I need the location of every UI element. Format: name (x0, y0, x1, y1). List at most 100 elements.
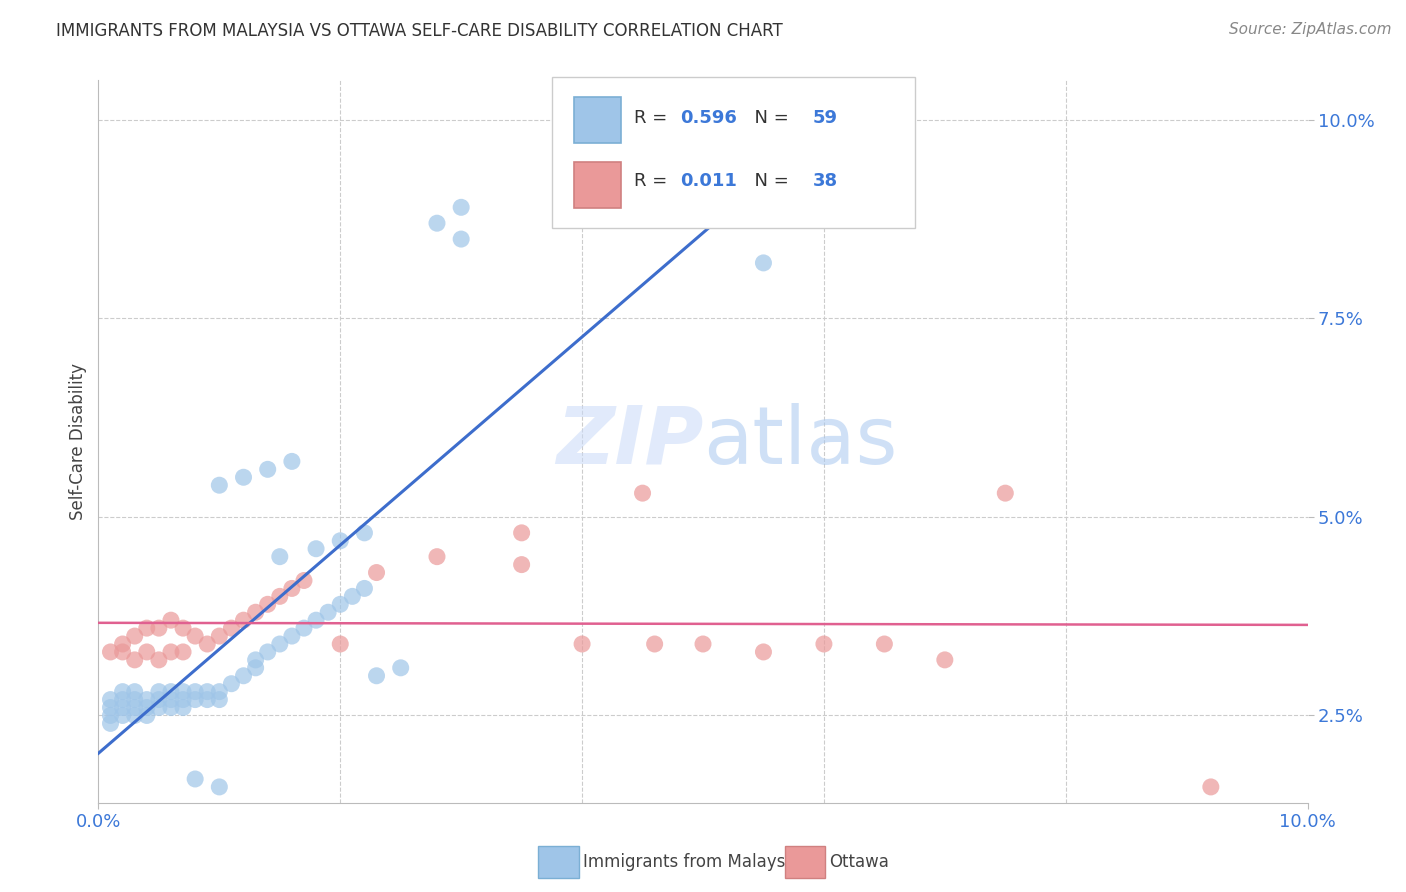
Point (1199, 780, 1222, 794)
Point (232, 669, 254, 683)
Point (510, 558, 533, 572)
Point (389, 661, 412, 675)
FancyBboxPatch shape (551, 77, 915, 228)
Point (281, 454, 304, 468)
Point (172, 692, 194, 706)
Point (124, 708, 146, 723)
Text: Immigrants from Malaysia: Immigrants from Malaysia (583, 853, 800, 871)
Text: R =: R = (634, 172, 673, 190)
Point (111, 645, 134, 659)
Point (148, 621, 170, 635)
Point (752, 256, 775, 270)
Point (366, 669, 388, 683)
Point (184, 629, 207, 643)
Point (172, 645, 194, 659)
Point (571, 637, 593, 651)
Point (148, 653, 170, 667)
Text: atlas: atlas (703, 402, 897, 481)
Point (305, 613, 328, 627)
Point (135, 692, 157, 706)
Point (135, 708, 157, 723)
Point (172, 684, 194, 698)
Point (111, 692, 134, 706)
Point (426, 549, 449, 564)
Point (934, 653, 956, 667)
Point (256, 462, 278, 476)
FancyBboxPatch shape (574, 162, 621, 208)
Text: Ottawa: Ottawa (830, 853, 890, 871)
Point (208, 629, 231, 643)
Point (111, 700, 134, 714)
Point (329, 533, 352, 548)
Text: Source: ZipAtlas.com: Source: ZipAtlas.com (1229, 22, 1392, 37)
Point (124, 700, 146, 714)
Point (510, 525, 533, 540)
Point (292, 621, 315, 635)
Point (160, 645, 183, 659)
Text: 0.596: 0.596 (681, 109, 737, 127)
Point (366, 566, 388, 580)
Point (342, 590, 364, 604)
Point (208, 478, 231, 492)
Point (135, 645, 157, 659)
Point (160, 692, 183, 706)
Point (281, 629, 304, 643)
Text: 38: 38 (813, 172, 838, 190)
Point (269, 590, 291, 604)
Point (426, 216, 449, 230)
Point (245, 653, 267, 667)
Point (195, 684, 218, 698)
Point (245, 661, 267, 675)
Point (148, 692, 170, 706)
Point (292, 574, 315, 588)
Point (184, 772, 207, 786)
Point (450, 200, 472, 214)
Point (221, 676, 243, 690)
Point (245, 605, 267, 619)
Point (208, 780, 231, 794)
Point (208, 692, 231, 706)
Point (111, 637, 134, 651)
Point (269, 637, 291, 651)
Point (100, 708, 122, 723)
Point (305, 541, 328, 556)
Point (100, 700, 122, 714)
Point (316, 605, 339, 619)
Point (111, 684, 134, 698)
Text: 0.011: 0.011 (681, 172, 737, 190)
Text: 59: 59 (813, 109, 838, 127)
Point (353, 582, 375, 596)
Point (232, 470, 254, 484)
Text: ZIP: ZIP (555, 402, 703, 481)
Text: N =: N = (742, 109, 794, 127)
Point (631, 486, 654, 500)
Point (644, 637, 666, 651)
Text: N =: N = (742, 172, 794, 190)
Point (450, 232, 472, 246)
Point (329, 597, 352, 611)
Point (184, 692, 207, 706)
Point (353, 525, 375, 540)
Point (256, 597, 278, 611)
Point (135, 700, 157, 714)
Point (100, 716, 122, 731)
Point (148, 684, 170, 698)
Point (148, 700, 170, 714)
Point (124, 692, 146, 706)
Point (124, 629, 146, 643)
Point (195, 692, 218, 706)
Text: R =: R = (634, 109, 673, 127)
Point (160, 613, 183, 627)
Point (269, 549, 291, 564)
Point (232, 613, 254, 627)
Point (124, 684, 146, 698)
Point (195, 637, 218, 651)
Point (208, 684, 231, 698)
Y-axis label: Self-Care Disability: Self-Care Disability (69, 363, 87, 520)
Point (221, 621, 243, 635)
Point (692, 637, 714, 651)
Point (994, 486, 1017, 500)
Point (111, 708, 134, 723)
Point (160, 684, 183, 698)
Point (172, 621, 194, 635)
